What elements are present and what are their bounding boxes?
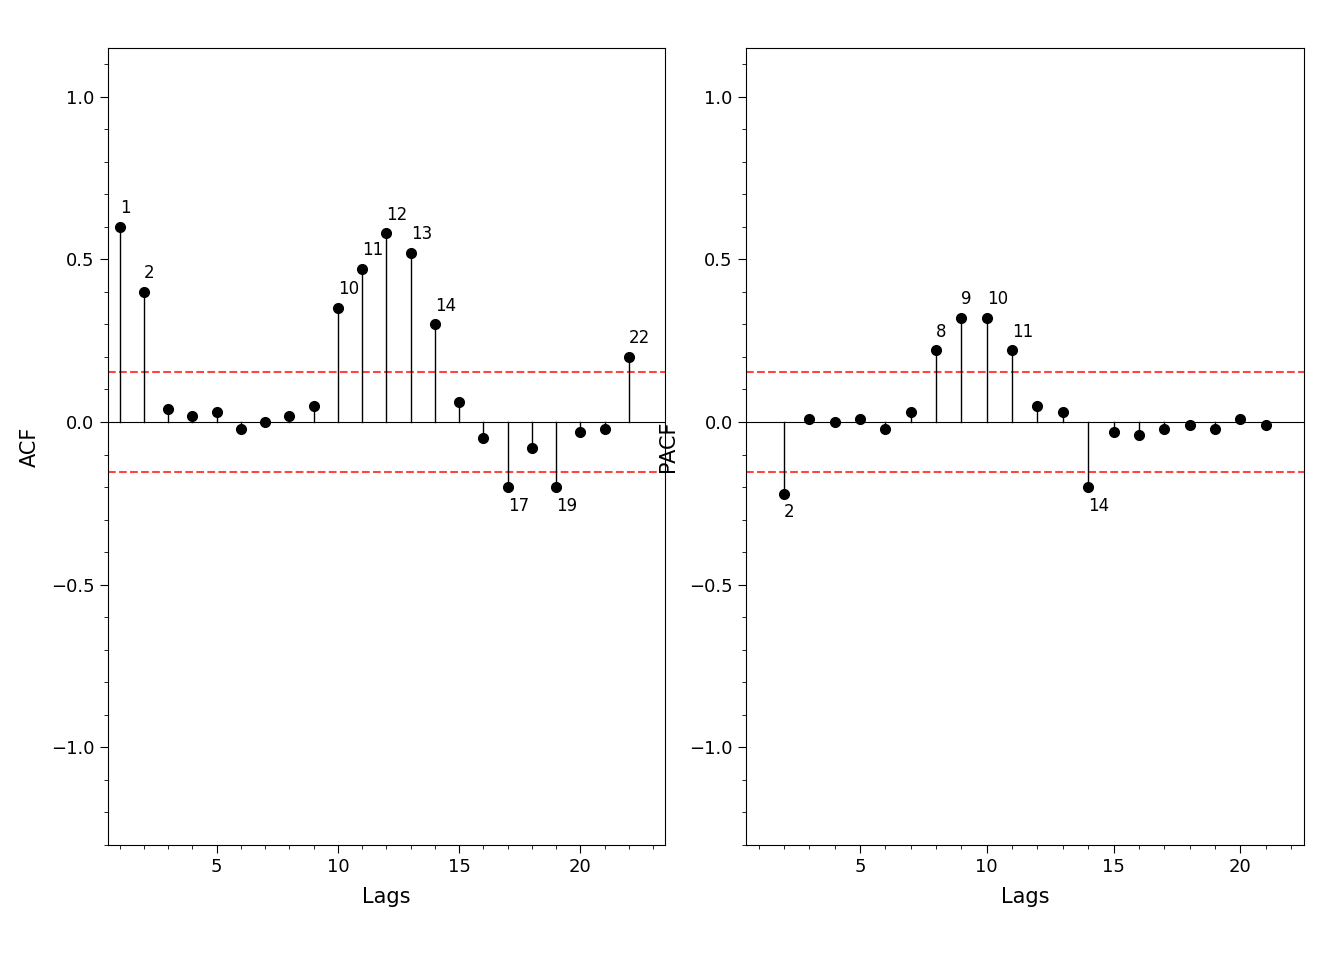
Y-axis label: PACF: PACF — [659, 420, 677, 472]
Text: 8: 8 — [935, 323, 946, 341]
Text: 2: 2 — [144, 264, 155, 282]
Text: 12: 12 — [387, 205, 407, 224]
Text: 10: 10 — [337, 280, 359, 299]
Text: 14: 14 — [435, 297, 456, 315]
Text: 10: 10 — [986, 290, 1008, 308]
Y-axis label: ACF: ACF — [20, 426, 39, 467]
Text: 2: 2 — [784, 503, 794, 521]
Text: 11: 11 — [1012, 323, 1034, 341]
Text: 11: 11 — [362, 241, 383, 259]
Text: 1: 1 — [120, 199, 130, 217]
Text: 17: 17 — [508, 497, 528, 515]
Text: 13: 13 — [411, 226, 431, 243]
Text: 19: 19 — [556, 497, 578, 515]
Text: 9: 9 — [961, 290, 972, 308]
X-axis label: Lags: Lags — [1000, 887, 1050, 907]
X-axis label: Lags: Lags — [362, 887, 411, 907]
Text: 14: 14 — [1089, 497, 1109, 515]
Text: 22: 22 — [629, 329, 650, 348]
